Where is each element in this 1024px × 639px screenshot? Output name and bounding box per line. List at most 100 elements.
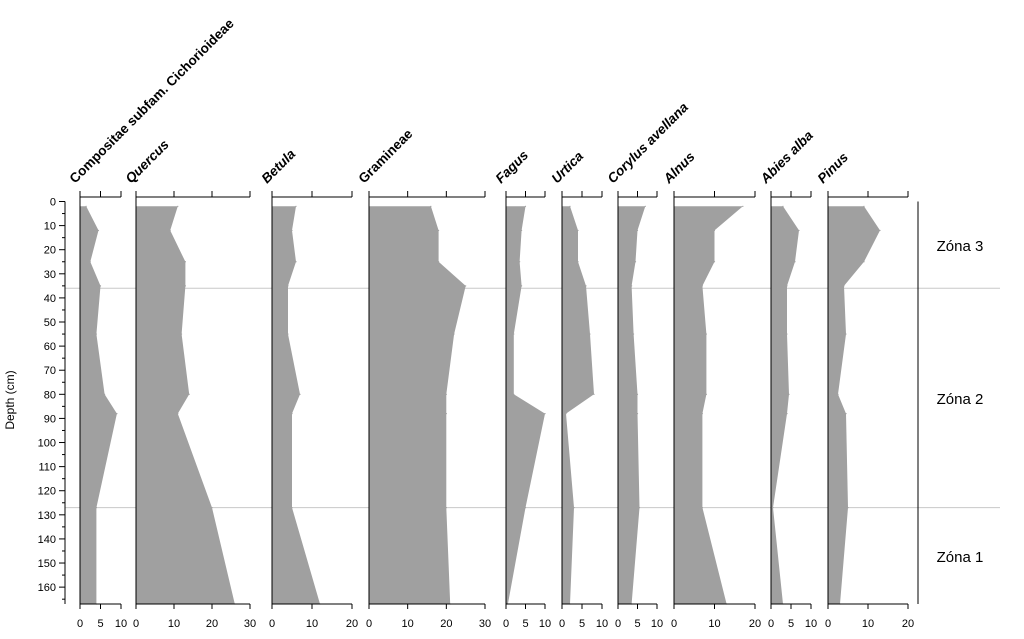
depth-tick-label: 40 xyxy=(44,293,56,305)
depth-tick-label: 160 xyxy=(38,582,56,594)
sample-point xyxy=(701,285,703,287)
scale-tick-label: 10 xyxy=(539,618,551,630)
depth-tick-label: 110 xyxy=(38,462,56,474)
sample-point xyxy=(845,412,847,415)
sample-point xyxy=(99,285,102,287)
scale-tick-label: 0 xyxy=(503,618,509,630)
sample-point xyxy=(772,506,774,509)
sample-point xyxy=(713,261,716,263)
zone-label: Zóna 2 xyxy=(937,391,984,408)
scale-tick-label: 30 xyxy=(479,618,491,630)
scale-tick-label: 10 xyxy=(805,618,817,630)
sample-point xyxy=(89,261,91,263)
scale-tick-label: 10 xyxy=(596,618,608,630)
sample-point xyxy=(524,205,527,207)
sample-point xyxy=(786,285,788,287)
sample-point xyxy=(573,506,575,509)
sample-point xyxy=(705,393,708,395)
taxon-area xyxy=(618,206,646,605)
sample-point xyxy=(295,261,297,263)
sample-point xyxy=(788,393,790,395)
depth-tick-label: 120 xyxy=(38,486,56,498)
sample-point xyxy=(879,229,881,232)
scale-tick-label: 0 xyxy=(768,618,774,630)
depth-tick-label: 0 xyxy=(50,197,56,209)
sample-point xyxy=(634,261,637,263)
taxon-label: Gramineae xyxy=(356,126,416,186)
scale-tick-label: 5 xyxy=(97,618,103,630)
sample-point xyxy=(636,229,639,232)
sample-point xyxy=(184,285,186,287)
taxon-panel: 0 10 20 Pinus xyxy=(815,149,915,630)
sample-point xyxy=(638,506,641,509)
taxon-panel: 0 10 20 30 Gramineae xyxy=(356,126,492,630)
sample-point xyxy=(291,229,293,232)
taxon-label: Alnus xyxy=(660,149,698,187)
sample-point xyxy=(445,393,447,395)
depth-tick-label: 90 xyxy=(44,413,56,425)
sample-point xyxy=(465,285,467,287)
sample-point xyxy=(524,506,527,509)
sample-point xyxy=(569,205,571,207)
depth-tick-label: 10 xyxy=(44,221,56,233)
scale-tick-label: 5 xyxy=(579,618,585,630)
scale-tick-label: 10 xyxy=(708,618,720,630)
scale-tick-label: 5 xyxy=(634,618,640,630)
sample-point xyxy=(644,205,646,207)
sample-point xyxy=(843,285,845,287)
zone-label: Zóna 3 xyxy=(937,238,984,255)
depth-tick-label: 100 xyxy=(38,438,56,450)
depth-tick-label: 20 xyxy=(44,245,56,257)
sample-point xyxy=(782,205,784,207)
sample-point xyxy=(521,285,523,287)
sample-point xyxy=(845,333,847,335)
sample-point xyxy=(794,261,796,263)
depth-tick-label: 150 xyxy=(38,558,56,570)
sample-point xyxy=(577,261,579,263)
scale-tick-label: 10 xyxy=(306,618,318,630)
sample-point xyxy=(184,261,186,263)
scale-tick-label: 30 xyxy=(244,618,256,630)
sample-point xyxy=(577,229,579,232)
taxon-panel: 0 10 20 Betula xyxy=(259,146,359,630)
taxon-area xyxy=(80,206,117,605)
scale-tick-label: 0 xyxy=(615,618,621,630)
depth-tick-label: 50 xyxy=(44,317,56,329)
scale-tick-label: 10 xyxy=(115,618,127,630)
taxon-area xyxy=(136,206,235,605)
sample-point xyxy=(211,506,213,509)
taxon-panel: 0 5 10 Fagus xyxy=(493,147,552,630)
taxon-label: Abies alba xyxy=(757,127,816,186)
sample-point xyxy=(589,333,591,335)
sample-point xyxy=(97,229,100,232)
taxon-area xyxy=(828,206,880,605)
sample-point xyxy=(565,412,567,415)
depth-tick-label: 80 xyxy=(44,389,56,401)
sample-point xyxy=(713,229,716,232)
scale-tick-label: 20 xyxy=(346,618,358,630)
sample-point xyxy=(705,333,708,335)
scale-tick-label: 0 xyxy=(671,618,677,630)
taxon-area xyxy=(771,206,799,605)
taxon-area xyxy=(369,206,466,605)
depth-tick-label: 60 xyxy=(44,341,56,353)
taxon-label: Quercus xyxy=(123,136,173,186)
scale-tick-label: 10 xyxy=(651,618,663,630)
sample-point xyxy=(116,412,118,415)
sample-point xyxy=(847,506,849,509)
depth-tick-label: 30 xyxy=(44,269,56,281)
taxon-panel: 0 5 10 Urtica xyxy=(549,148,609,630)
sample-point xyxy=(430,205,432,207)
taxon-label: Pinus xyxy=(815,149,852,186)
sample-point xyxy=(291,412,293,415)
depth-axis-title: Depth (cm) xyxy=(3,370,17,429)
sample-point xyxy=(295,205,297,207)
sample-point xyxy=(701,412,703,415)
sample-point xyxy=(85,205,87,207)
taxon-area xyxy=(506,206,545,605)
sample-point xyxy=(863,261,865,263)
sample-point xyxy=(445,412,447,415)
sample-point xyxy=(636,412,639,415)
sample-point xyxy=(513,333,515,335)
